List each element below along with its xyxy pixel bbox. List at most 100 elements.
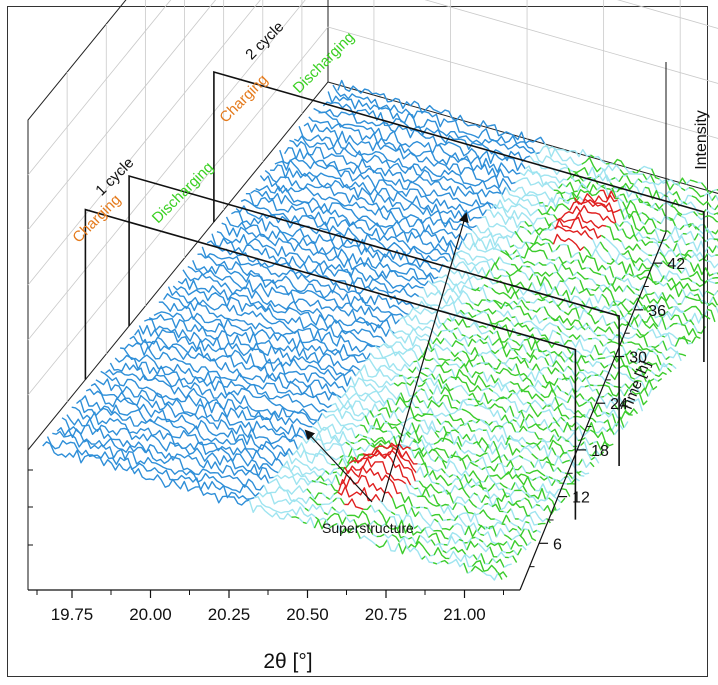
scan-trace <box>514 481 524 490</box>
scan-trace <box>318 517 328 522</box>
scan-trace <box>566 197 575 202</box>
scan-trace <box>602 287 616 302</box>
scan-trace <box>524 220 533 227</box>
scan-trace <box>532 273 538 277</box>
scan-trace <box>298 517 304 523</box>
scan-trace <box>477 542 491 553</box>
scan-trace <box>321 501 334 506</box>
scan-trace <box>698 288 708 298</box>
scan-trace <box>591 337 601 342</box>
scan-trace <box>316 420 357 439</box>
scan-trace <box>328 472 334 476</box>
scan-trace <box>445 383 454 392</box>
scan-trace <box>294 135 502 198</box>
scan-trace <box>562 402 575 415</box>
scan-trace <box>539 145 583 167</box>
scan-trace <box>509 244 515 248</box>
scan-trace <box>697 232 703 238</box>
scan-trace <box>644 361 661 372</box>
scan-trace <box>639 165 652 170</box>
scan-trace <box>452 474 457 477</box>
scan-trace <box>485 269 491 277</box>
scan-trace <box>687 342 692 345</box>
scan-trace <box>383 533 393 539</box>
scan-trace <box>336 471 342 477</box>
scan-trace <box>469 461 479 468</box>
scan-trace <box>408 307 448 325</box>
scan-trace <box>575 477 580 482</box>
scan-trace <box>568 378 575 391</box>
scan-trace <box>405 432 411 438</box>
scan-trace <box>529 496 550 504</box>
scan-trace <box>475 452 488 458</box>
scan-trace <box>353 449 417 482</box>
x-tick-label: 21.00 <box>443 605 486 624</box>
scan-trace <box>615 194 621 199</box>
scan-trace <box>448 504 454 511</box>
scan-trace <box>412 416 421 422</box>
scan-trace <box>581 458 591 468</box>
scan-trace <box>618 197 624 203</box>
scan-trace <box>490 349 500 355</box>
scan-trace <box>564 391 570 396</box>
scan-trace <box>458 487 471 499</box>
scan-trace <box>487 474 501 485</box>
scan-trace <box>416 506 421 509</box>
scan-trace <box>618 316 628 323</box>
scan-trace <box>114 354 323 422</box>
scan-trace <box>650 237 659 243</box>
scan-trace <box>496 309 513 318</box>
scan-trace <box>440 559 449 565</box>
scan-trace <box>420 439 434 451</box>
scan-trace <box>546 203 571 214</box>
scan-trace <box>419 534 432 544</box>
scan-trace <box>661 317 667 331</box>
scan-trace <box>448 550 473 568</box>
scan-trace <box>541 238 554 245</box>
scan-trace <box>318 108 526 172</box>
scan-trace <box>572 188 601 199</box>
scan-trace <box>610 321 615 325</box>
scan-trace <box>603 184 613 197</box>
scan-trace <box>631 366 652 376</box>
scan-trace <box>552 219 557 224</box>
scan-trace <box>568 302 574 308</box>
scan-trace <box>321 492 327 498</box>
scan-trace <box>441 460 447 470</box>
scan-trace <box>586 374 592 379</box>
scan-trace <box>600 234 606 239</box>
scan-trace <box>529 298 539 304</box>
scan-trace <box>631 390 648 406</box>
scan-trace <box>507 421 517 433</box>
scan-trace <box>503 454 509 461</box>
scan-trace <box>430 539 436 546</box>
scan-trace <box>656 220 662 225</box>
scan-trace <box>211 233 420 298</box>
scan-trace <box>138 324 347 393</box>
scan-trace <box>411 376 416 379</box>
scan-trace <box>335 474 341 486</box>
scan-trace <box>457 436 463 448</box>
scan-trace <box>469 321 490 335</box>
scan-trace <box>521 271 530 281</box>
scan-trace <box>633 379 642 383</box>
scan-trace <box>584 437 591 446</box>
scan-trace <box>570 251 580 259</box>
scan-trace <box>563 339 573 346</box>
scan-trace <box>390 516 399 530</box>
scan-trace <box>476 225 516 240</box>
scan-trace <box>543 142 591 158</box>
scan-trace <box>682 319 691 326</box>
scan-trace <box>575 421 581 427</box>
scan-trace <box>56 427 265 491</box>
scan-trace <box>499 256 512 266</box>
scan-trace <box>548 439 566 455</box>
scan-trace <box>309 496 322 506</box>
scan-trace <box>486 542 503 552</box>
scan-trace <box>680 249 693 257</box>
scan-trace <box>609 300 614 307</box>
scan-trace <box>593 358 598 361</box>
scan-trace <box>124 342 332 409</box>
scan-trace <box>451 429 460 434</box>
scan-trace <box>471 371 484 378</box>
